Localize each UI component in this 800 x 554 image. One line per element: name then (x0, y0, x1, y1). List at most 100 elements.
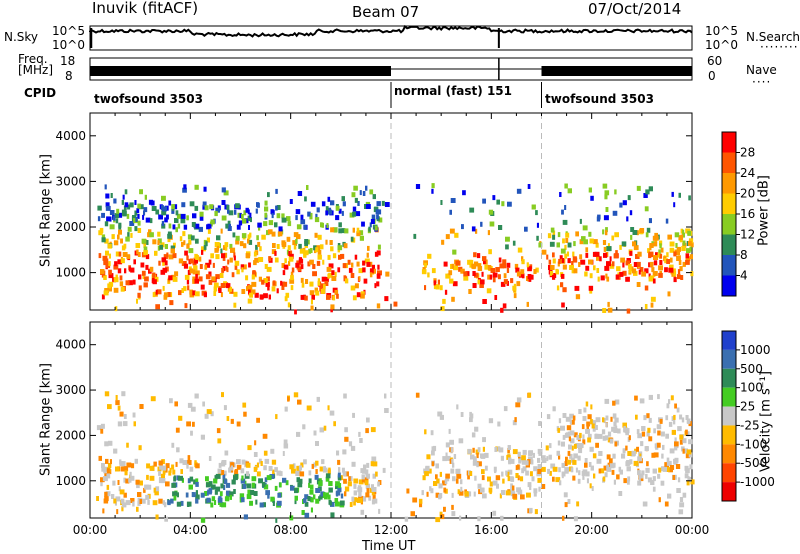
heatmap-cell (166, 214, 169, 220)
heatmap-cell (261, 234, 266, 240)
heatmap-cell (419, 502, 423, 508)
heatmap-cell (157, 231, 161, 237)
heatmap-cell (665, 415, 669, 421)
heatmap-cell (164, 502, 167, 508)
heatmap-cell (168, 200, 172, 206)
x-tick-label: 04:00 (173, 523, 208, 537)
heatmap-cell (592, 239, 598, 245)
heatmap-cell (573, 432, 578, 438)
heatmap-cell (146, 463, 151, 469)
heatmap-cell (500, 455, 504, 461)
heatmap-cell (135, 217, 138, 222)
heatmap-cell (139, 499, 143, 504)
heatmap-cell (142, 498, 146, 504)
heatmap-cell (361, 221, 365, 227)
heatmap-cell (332, 253, 337, 259)
heatmap-cell (579, 254, 583, 260)
heatmap-cell (489, 221, 495, 227)
heatmap-cell (126, 213, 130, 219)
heatmap-cell (469, 417, 473, 423)
heatmap-cell (266, 276, 270, 282)
heatmap-cell (224, 242, 229, 248)
heatmap-cell (161, 210, 167, 216)
heatmap-cell (318, 496, 321, 502)
heatmap-cell (136, 298, 138, 304)
heatmap-cell (641, 470, 645, 476)
heatmap-cell (442, 456, 447, 462)
heatmap-cell (568, 436, 571, 442)
heatmap-cell (235, 203, 240, 209)
heatmap-cell (308, 470, 312, 476)
heatmap-cell (254, 257, 260, 263)
heatmap-cell (541, 455, 546, 461)
heatmap-cell (430, 488, 434, 494)
heatmap-cell (451, 296, 455, 302)
heatmap-cell (332, 295, 336, 301)
heatmap-cell (677, 426, 682, 432)
heatmap-cell (690, 479, 695, 485)
heatmap-cell (382, 467, 386, 473)
power-colorbar-tick-label: 16 (740, 207, 755, 221)
heatmap-cell (561, 462, 565, 468)
heatmap-cell (472, 271, 476, 276)
heatmap-cell (548, 259, 552, 265)
heatmap-cell (246, 494, 252, 500)
heatmap-cell (266, 266, 272, 272)
heatmap-cell (521, 256, 524, 262)
heatmap-cell (507, 476, 511, 482)
heatmap-cell (644, 268, 649, 274)
heatmap-cell (467, 474, 470, 480)
heatmap-cell (119, 489, 125, 495)
y-tick-label: 2000 (55, 428, 86, 442)
heatmap-cell (208, 488, 213, 494)
nsky-tick-bottom: 10^0 (52, 38, 85, 52)
heatmap-cell (575, 467, 578, 473)
heatmap-cell (104, 221, 109, 227)
heatmap-cell (101, 212, 105, 218)
heatmap-cell (665, 433, 669, 439)
heatmap-cell (298, 465, 302, 471)
heatmap-cell (673, 419, 676, 425)
heatmap-cell (186, 215, 189, 221)
heatmap-cell (537, 464, 542, 469)
heatmap-cell (619, 244, 622, 250)
heatmap-cell (239, 241, 244, 247)
heatmap-cell (673, 202, 676, 208)
heatmap-cell (146, 240, 149, 245)
heatmap-cell (316, 396, 320, 402)
heatmap-cell (328, 272, 333, 278)
heatmap-cell (115, 496, 121, 502)
heatmap-cell (151, 206, 157, 211)
heatmap-cell (365, 185, 368, 191)
heatmap-cell (178, 290, 182, 296)
heatmap-cell (606, 246, 612, 252)
heatmap-cell (458, 490, 464, 496)
heatmap-cell (633, 460, 639, 466)
heatmap-cell (480, 453, 485, 459)
heatmap-cell (189, 268, 194, 274)
heatmap-cell (656, 424, 662, 430)
heatmap-cell (113, 264, 119, 270)
heatmap-cell (549, 443, 552, 449)
heatmap-cell (564, 461, 568, 467)
heatmap-cell (376, 303, 381, 309)
heatmap-cell (195, 478, 199, 484)
heatmap-cell (661, 453, 664, 459)
heatmap-cell (223, 252, 228, 258)
heatmap-cell (578, 443, 584, 448)
nsky-label: N.Sky (4, 30, 39, 44)
heatmap-cell (206, 409, 212, 415)
heatmap-cell (268, 294, 271, 300)
heatmap-cell (341, 253, 345, 259)
heatmap-cell (192, 213, 197, 219)
heatmap-cell (194, 205, 199, 211)
heatmap-cell (193, 265, 198, 271)
heatmap-cell (306, 185, 309, 190)
heatmap-cell (186, 279, 190, 285)
heatmap-cell (262, 502, 266, 508)
heatmap-cell (117, 405, 121, 411)
heatmap-cell (463, 271, 468, 277)
heatmap-cell (103, 498, 109, 504)
heatmap-cell (578, 409, 582, 414)
heatmap-cell (97, 216, 101, 222)
